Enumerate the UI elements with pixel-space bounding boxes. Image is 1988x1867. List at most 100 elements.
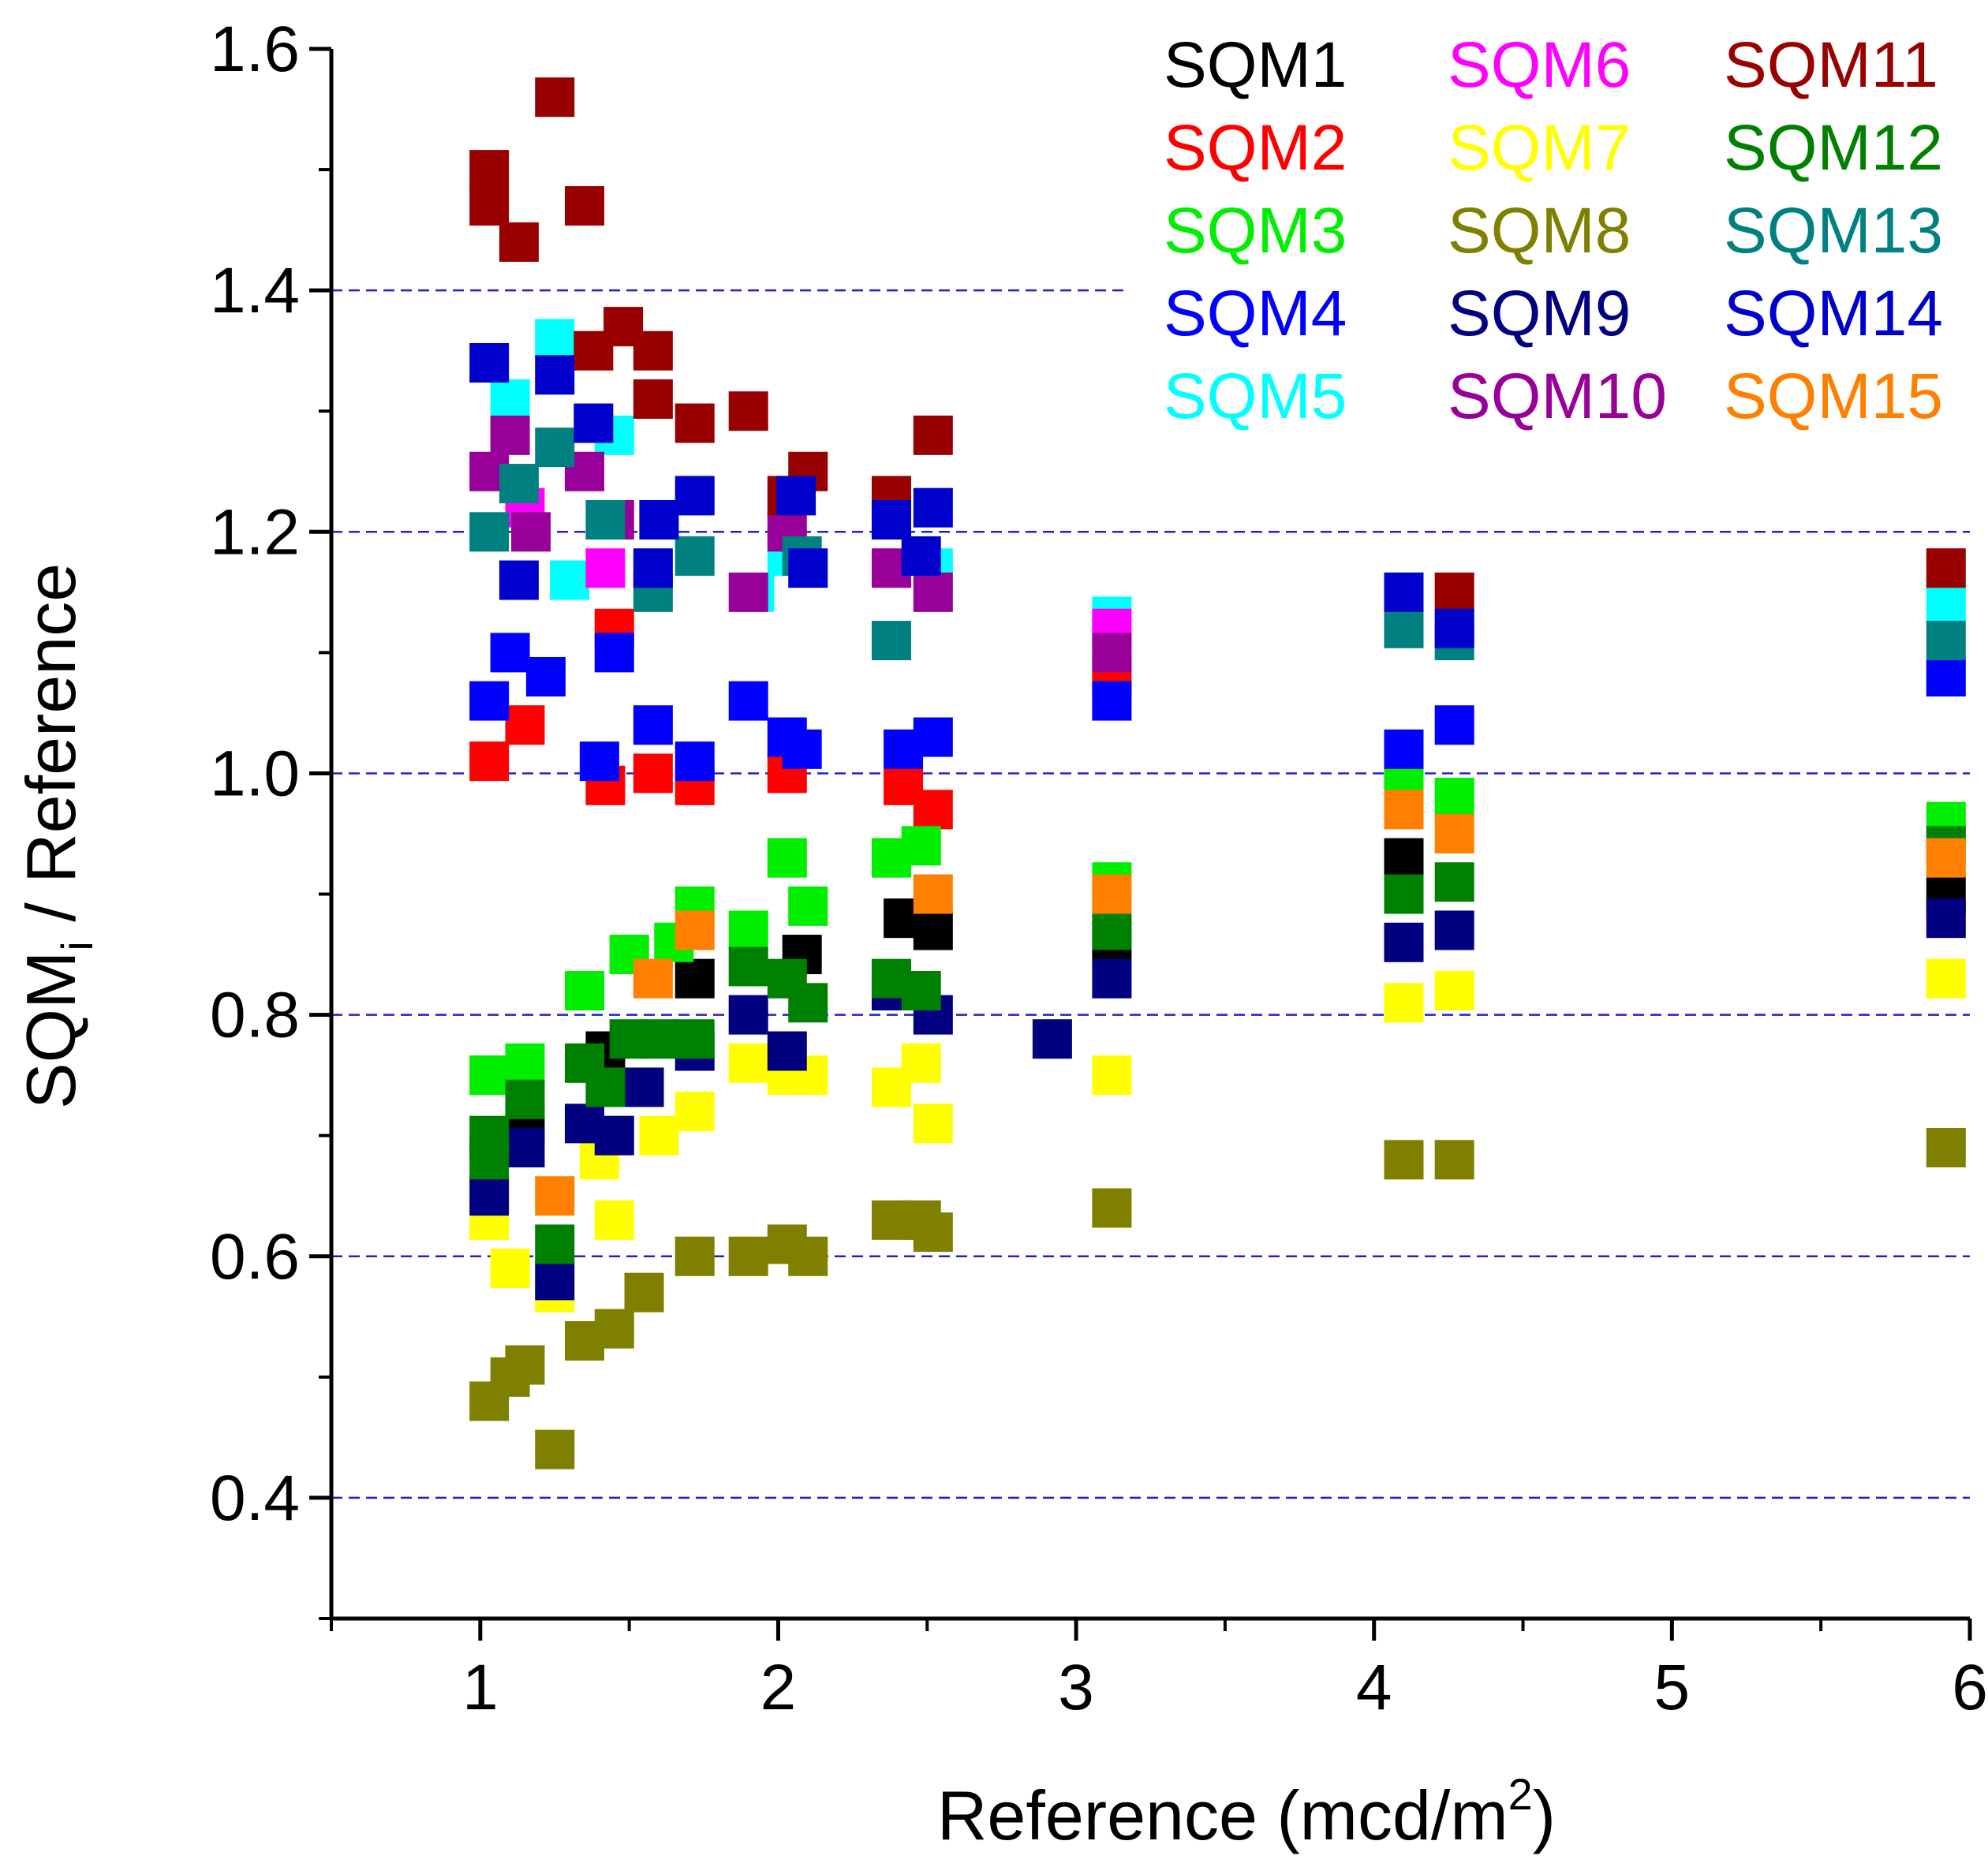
point-sqm3-1 (505, 1043, 545, 1083)
point-sqm4-0 (469, 681, 510, 721)
point-sqm14-0 (469, 343, 510, 383)
point-sqm14-11 (913, 487, 953, 528)
point-sqm9-7 (728, 995, 768, 1035)
point-sqm4-12 (1092, 681, 1132, 721)
point-sqm15-2 (674, 910, 715, 950)
point-sqm8-17 (1926, 1128, 1966, 1167)
point-sqm10-8 (913, 572, 953, 612)
point-sqm6-1 (585, 548, 626, 588)
point-sqm9-12 (1092, 958, 1132, 999)
point-sqm3-8 (788, 886, 828, 926)
point-sqm4-3 (579, 741, 619, 782)
point-sqm13-7 (871, 621, 911, 661)
y-tick-label-4: 1.2 (210, 496, 300, 568)
point-sqm11-16 (1926, 548, 1966, 588)
point-sqm3-6 (728, 910, 768, 950)
point-sqm12-2 (505, 1079, 545, 1119)
legend-sqm12: SQM12 (1724, 112, 1943, 184)
point-sqm1-5 (913, 910, 953, 950)
legend-sqm3: SQM3 (1164, 195, 1347, 267)
ticks: 0.4 0.6 0.8 1.0 1.2 1.4 1.6 1 2 3 4 5 6 (210, 13, 1988, 1723)
point-sqm4-5 (633, 705, 673, 745)
point-sqm9-5 (624, 1067, 664, 1107)
point-sqm11-1 (469, 186, 510, 226)
point-sqm3-10 (901, 826, 941, 866)
point-sqm8-8 (728, 1236, 768, 1276)
point-sqm11-3 (535, 77, 575, 118)
point-sqm13-0 (469, 512, 510, 552)
point-sqm9-4 (594, 1115, 634, 1156)
point-sqm8-16 (1434, 1140, 1474, 1180)
point-sqm11-9 (674, 403, 715, 443)
x-tick-label-3: 4 (1356, 1652, 1392, 1723)
point-sqm7-14 (1384, 983, 1424, 1023)
point-sqm7-4 (594, 1200, 634, 1240)
point-sqm12-3 (535, 1224, 575, 1264)
legend-sqm7: SQM7 (1448, 112, 1631, 184)
y-tick-label-6: 1.6 (210, 13, 300, 85)
point-sqm8-15 (1384, 1140, 1424, 1180)
point-sqm9-13 (1384, 922, 1424, 962)
legend: SQM1 SQM2 SQM3 SQM4 SQM5 SQM6 SQM7 SQM8 SQM9 SQM1… (1164, 29, 1943, 432)
point-sqm15-1 (633, 958, 673, 999)
point-sqm12-16 (1434, 862, 1474, 902)
point-sqm15-5 (1384, 790, 1424, 830)
x-axis-title-main: Reference (mcd/m (937, 1776, 1508, 1854)
point-sqm4-4 (594, 633, 634, 673)
point-sqm3-7 (767, 838, 807, 878)
point-sqm9-8 (767, 1031, 807, 1071)
y-tick-label-2: 0.8 (210, 980, 300, 1051)
point-sqm4-7 (728, 681, 768, 721)
point-sqm5-9 (1926, 584, 1966, 625)
point-sqm15-7 (1926, 838, 1966, 878)
point-sqm12-8 (674, 1019, 715, 1059)
point-sqm1-7 (1384, 838, 1424, 878)
legend-sqm14: SQM14 (1724, 278, 1943, 349)
point-sqm14-12 (1384, 572, 1424, 612)
point-sqm13-5 (674, 536, 715, 576)
point-sqm4-11 (913, 717, 953, 757)
point-sqm12-14 (1092, 910, 1132, 950)
point-sqm10-2 (511, 512, 551, 552)
point-sqm8-10 (788, 1236, 828, 1276)
point-sqm12-15 (1384, 874, 1424, 914)
data-points (469, 77, 1966, 1469)
point-sqm8-5 (594, 1309, 634, 1349)
point-sqm8-7 (674, 1236, 715, 1276)
point-sqm9-11 (1032, 1019, 1072, 1059)
point-sqm7-11 (901, 1043, 941, 1083)
point-sqm14-2 (535, 355, 575, 395)
point-sqm2-1 (505, 705, 545, 745)
point-sqm5-1 (535, 319, 575, 359)
point-sqm7-12 (913, 1103, 953, 1144)
point-sqm4-9 (782, 729, 822, 769)
point-sqm7-13 (1092, 1055, 1132, 1096)
legend-sqm4: SQM4 (1164, 278, 1347, 349)
y-axis-title: SQMi / Reference (12, 563, 102, 1109)
x-tick-label-0: 1 (462, 1652, 499, 1723)
y-axis-title-sub: i (52, 941, 102, 950)
point-sqm14-8 (788, 548, 828, 588)
legend-sqm10: SQM10 (1448, 360, 1667, 432)
point-sqm5-0 (490, 379, 530, 419)
point-sqm3-0 (469, 1055, 510, 1096)
y-axis-title-main: SQM (12, 951, 90, 1109)
legend-sqm13: SQM13 (1724, 195, 1943, 267)
point-sqm12-7 (639, 1019, 679, 1059)
point-sqm8-3 (535, 1429, 575, 1469)
point-sqm15-3 (913, 874, 953, 914)
point-sqm14-7 (776, 476, 816, 516)
point-sqm3-2 (564, 971, 604, 1010)
point-sqm4-1 (490, 633, 530, 673)
point-sqm9-15 (1926, 898, 1966, 939)
y-axis-title-end: / Reference (12, 563, 90, 941)
point-sqm2-3 (633, 753, 673, 793)
legend-sqm1: SQM1 (1164, 29, 1347, 101)
point-sqm9-2 (535, 1260, 575, 1301)
x-tick-label-2: 3 (1058, 1652, 1094, 1723)
point-sqm11-7 (633, 330, 673, 371)
point-sqm5-3 (550, 560, 590, 600)
point-sqm2-0 (469, 741, 510, 782)
point-sqm4-15 (1926, 657, 1966, 696)
point-sqm7-6 (674, 1092, 715, 1132)
